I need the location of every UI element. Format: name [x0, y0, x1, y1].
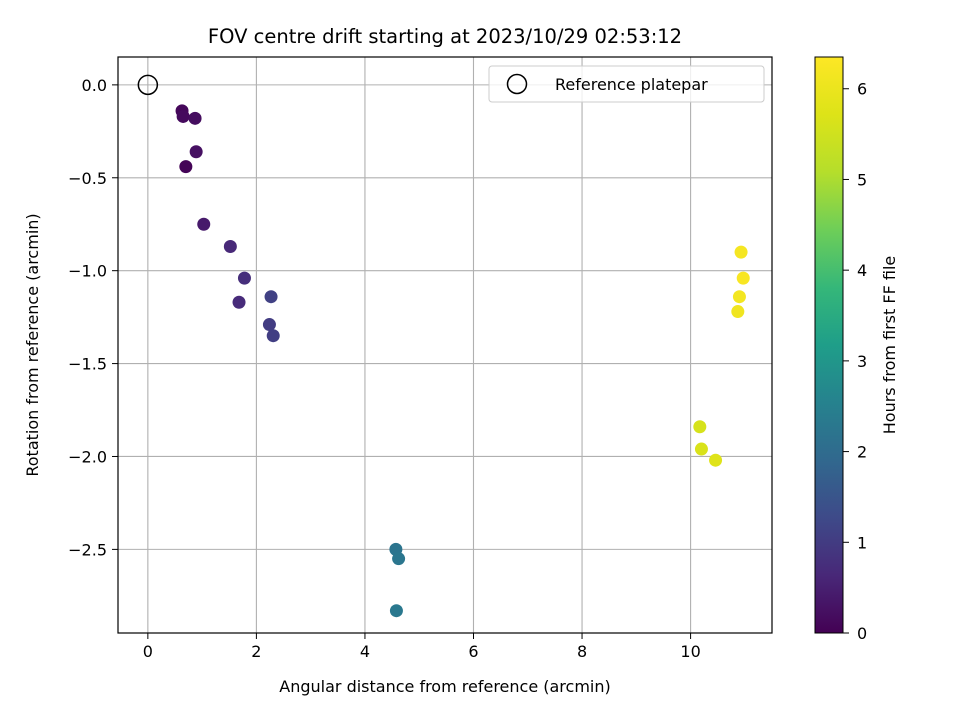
data-point [392, 552, 406, 566]
data-point [389, 604, 403, 618]
data-point [731, 305, 745, 319]
colorbar-tick-label: 5 [857, 170, 867, 189]
colorbar-tick-label: 0 [857, 624, 867, 643]
data-point [266, 329, 280, 343]
data-point [179, 160, 193, 174]
x-tick-label: 8 [577, 642, 587, 661]
x-axis-label: Angular distance from reference (arcmin) [279, 677, 610, 696]
data-point [709, 453, 723, 467]
plot-frame [117, 56, 773, 634]
data-point [732, 290, 746, 304]
data-point [232, 295, 246, 309]
y-tick-label: 0.0 [82, 76, 107, 95]
data-point [734, 245, 748, 259]
grid-layer [118, 57, 772, 633]
data-point [693, 420, 707, 434]
colorbar-label: Hours from first FF file [880, 256, 899, 435]
data-point [176, 109, 190, 123]
x-tick-label: 10 [680, 642, 700, 661]
data-point [189, 145, 203, 159]
chart-title: FOV centre drift starting at 2023/10/29 … [208, 25, 682, 48]
data-point [736, 271, 750, 285]
legend-box [488, 65, 765, 103]
data-point [262, 318, 276, 332]
data-point [188, 111, 202, 125]
colorbar-tick-label: 6 [857, 80, 867, 99]
colorbar-ticks: 0 1 2 3 4 5 6 [843, 80, 867, 643]
x-tick-label: 6 [468, 642, 478, 661]
y-tick-label: −0.5 [68, 169, 107, 188]
reference-platepar-point [137, 74, 159, 96]
colorbar-tick-label: 2 [857, 443, 867, 462]
y-tick-label: −2.5 [68, 540, 107, 559]
legend: Reference platepar [488, 65, 765, 103]
y-tick-label: −1.5 [68, 355, 107, 374]
legend-entry-label: Reference platepar [555, 75, 708, 94]
x-tick-label: 2 [251, 642, 261, 661]
data-point [223, 240, 237, 254]
colorbar-tick-label: 4 [857, 261, 867, 280]
colorbar-gradient [814, 56, 844, 634]
x-tick-label: 0 [143, 642, 153, 661]
axes-layer: 0 2 4 6 8 10 0.0 −0.5 −1.0 −1.5 −2.0 −2.5 [68, 56, 773, 661]
data-point [237, 271, 251, 285]
colorbar-tick-label: 3 [857, 352, 867, 371]
legend-reference-marker [506, 73, 528, 95]
y-axis-label: Rotation from reference (arcmin) [23, 213, 42, 476]
y-tick-label: −1.0 [68, 262, 107, 281]
data-point [197, 217, 211, 231]
x-tick-label: 4 [360, 642, 370, 661]
colorbar-tick-label: 1 [857, 533, 867, 552]
points-layer [137, 74, 750, 618]
data-point [694, 442, 708, 456]
colorbar: 0 1 2 3 4 5 6 Hours from first FF file [814, 56, 899, 643]
data-point [264, 290, 278, 304]
y-tick-label: −2.0 [68, 447, 107, 466]
